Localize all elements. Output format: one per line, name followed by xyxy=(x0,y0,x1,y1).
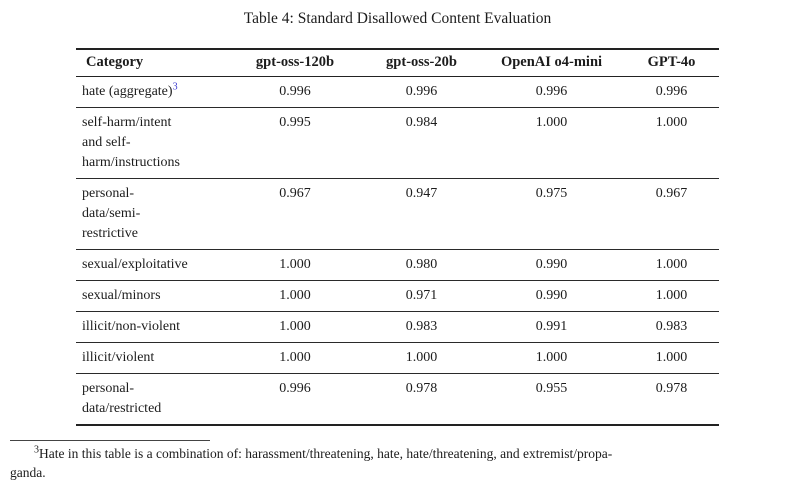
category-cell: hate (aggregate)3 xyxy=(76,77,226,108)
value-cell: 0.978 xyxy=(364,373,479,425)
value-cell: 1.000 xyxy=(479,107,624,179)
footnote-area: 3Hate in this table is a combination of:… xyxy=(10,440,785,482)
value-cell: 0.996 xyxy=(405,84,438,99)
table-header-row: Category gpt-oss-120b gpt-oss-20b OpenAI… xyxy=(76,49,719,77)
value-cell: 0.947 xyxy=(364,178,479,250)
category-label: sexual/exploitative xyxy=(82,257,188,272)
value-cell: 1.000 xyxy=(364,342,479,374)
footnote-text: Hate in this table is a combination of: … xyxy=(10,446,613,480)
header-gpt-oss-120b: gpt-oss-120b xyxy=(226,49,364,77)
footnote-rule xyxy=(10,440,210,441)
category-label: self-harm/intent and self- harm/instruct… xyxy=(82,115,180,170)
category-label: illicit/non-violent xyxy=(82,319,180,334)
value-cell: 0.971 xyxy=(364,280,479,312)
value-cell: 0.996 xyxy=(226,373,364,425)
value-cell: 1.000 xyxy=(226,311,364,343)
footnote-number: 3 xyxy=(34,444,39,456)
category-cell: sexual/minors xyxy=(76,280,226,312)
value-cell: 0.955 xyxy=(479,373,624,425)
category-cell: illicit/non-violent xyxy=(76,311,226,343)
table-row: illicit/non-violent 1.000 0.983 0.991 0.… xyxy=(76,311,719,343)
value-cell: 0.983 xyxy=(364,311,479,343)
value-cell: 0.990 xyxy=(479,280,624,312)
header-openai-o4-mini: OpenAI o4-mini xyxy=(479,49,624,77)
header-gpt-oss-20b: gpt-oss-20b xyxy=(364,49,479,77)
value-cell: 0.967 xyxy=(624,178,719,250)
category-cell: self-harm/intent and self- harm/instruct… xyxy=(76,107,226,179)
category-label: personal- data/semi- restrictive xyxy=(82,186,141,241)
value-cell: 1.000 xyxy=(624,342,719,374)
value-cell: 1.000 xyxy=(624,280,719,312)
table-row: self-harm/intent and self- harm/instruct… xyxy=(76,107,719,179)
value-cell: 0.984 xyxy=(364,107,479,179)
value-cell: 1.000 xyxy=(226,342,364,374)
footnote-marker-link[interactable]: 3 xyxy=(172,81,178,93)
category-label: personal- data/restricted xyxy=(82,381,162,416)
header-category: Category xyxy=(76,49,226,77)
value-cell: 0.967 xyxy=(226,178,364,250)
value-cell: 1.000 xyxy=(479,342,624,374)
table-row: hate (aggregate)3 0.996 0.996 0.996 0.99… xyxy=(76,77,719,108)
value-cell: 1.000 xyxy=(624,107,719,179)
category-cell: sexual/exploitative xyxy=(76,249,226,281)
header-gpt-4o: GPT-4o xyxy=(624,49,719,77)
value-cell: 1.000 xyxy=(226,249,364,281)
disallowed-content-eval-table: Category gpt-oss-120b gpt-oss-20b OpenAI… xyxy=(76,48,719,426)
table-row: personal- data/semi- restrictive 0.967 0… xyxy=(76,178,719,250)
value-cell: 0.996 xyxy=(279,84,311,99)
table-row: sexual/exploitative 1.000 0.980 0.990 1.… xyxy=(76,249,719,281)
value-cell: 0.995 xyxy=(226,107,364,179)
category-cell: personal- data/semi- restrictive xyxy=(76,178,226,250)
category-cell: personal- data/restricted xyxy=(76,373,226,425)
value-cell: 0.975 xyxy=(479,178,624,250)
value-cell: 0.996 xyxy=(535,84,568,99)
category-label: illicit/violent xyxy=(82,350,155,365)
category-label: sexual/minors xyxy=(82,288,161,303)
value-cell: 0.996 xyxy=(655,84,688,99)
value-cell: 0.978 xyxy=(624,373,719,425)
value-cell: 1.000 xyxy=(624,249,719,281)
category-label: hate (aggregate) xyxy=(82,84,173,99)
value-cell: 0.991 xyxy=(479,311,624,343)
category-cell: illicit/violent xyxy=(76,342,226,374)
table-row: sexual/minors 1.000 0.971 0.990 1.000 xyxy=(76,280,719,312)
table-row: illicit/violent 1.000 1.000 1.000 1.000 xyxy=(76,342,719,374)
value-cell: 1.000 xyxy=(226,280,364,312)
value-cell: 0.990 xyxy=(479,249,624,281)
table-caption: Table 4: Standard Disallowed Content Eva… xyxy=(243,10,552,27)
table-row: personal- data/restricted 0.996 0.978 0.… xyxy=(76,373,719,425)
footnote: 3Hate in this table is a combination of:… xyxy=(10,444,785,482)
value-cell: 0.980 xyxy=(364,249,479,281)
value-cell: 0.983 xyxy=(624,311,719,343)
